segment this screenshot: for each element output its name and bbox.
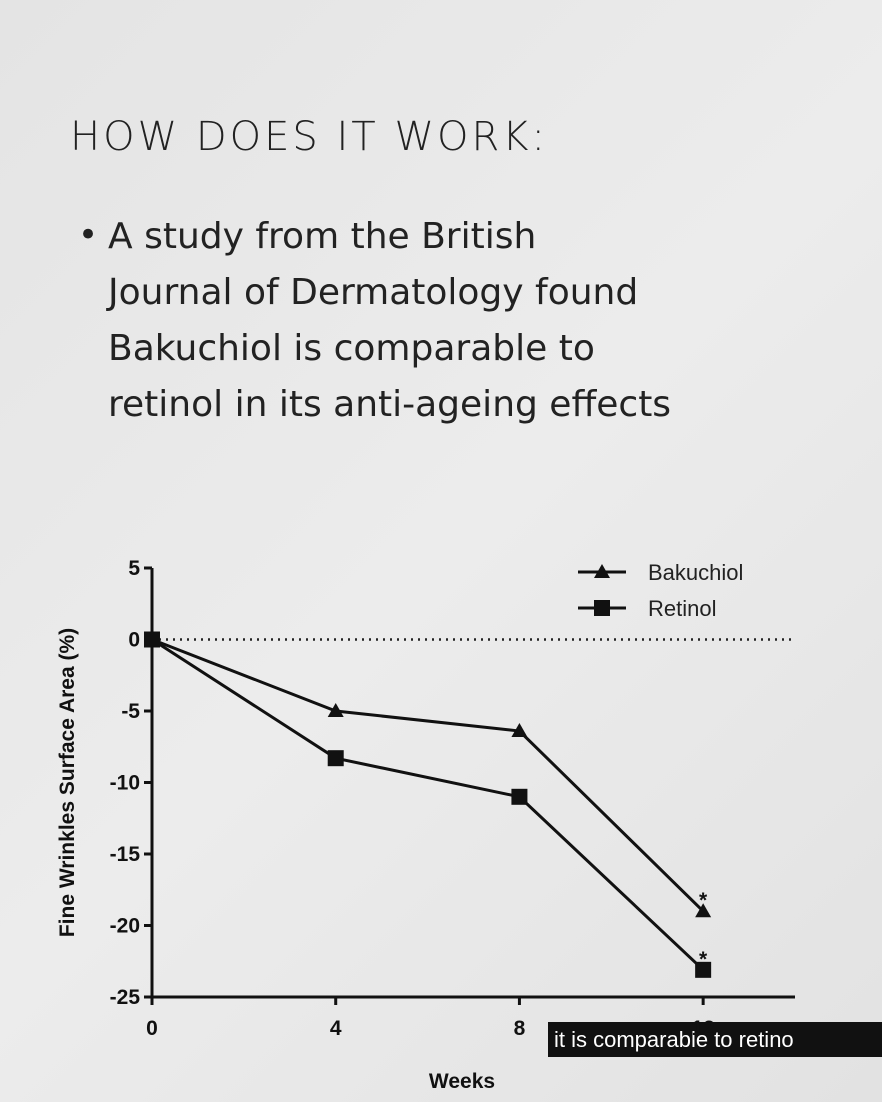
series-line (151, 638, 705, 913)
caption-box (548, 1022, 882, 1057)
x-tick-label: 8 (514, 1017, 526, 1040)
y-tick-label: -5 (121, 700, 140, 723)
x-tick-label: 0 (146, 1017, 158, 1040)
data-point (511, 788, 528, 805)
y-tick-label: -20 (110, 915, 140, 938)
annotation: * (699, 889, 708, 912)
x-axis-label: Weeks (429, 1070, 495, 1093)
legend-marker (594, 564, 610, 578)
data-point (144, 631, 160, 648)
series-line (151, 638, 705, 971)
y-tick-label: -10 (110, 772, 140, 795)
data-point (327, 703, 344, 717)
data-point (327, 750, 344, 767)
caption: it is comparable to retino (554, 1027, 794, 1052)
data-point (695, 903, 712, 918)
x-tick-label: 12 (691, 1017, 714, 1040)
legend-label: Retinol (648, 596, 716, 621)
bullet-line: Journal of Dermatology found (106, 272, 638, 313)
legend-label: Bakuchiol (648, 560, 743, 585)
data-point (695, 961, 712, 978)
slide-title: HOW DOES IT WORK: (70, 114, 548, 160)
bullet-line: A study from the British (108, 216, 536, 257)
y-tick-label: -15 (110, 843, 141, 866)
x-tick-label: 4 (330, 1017, 342, 1040)
y-tick-label: 5 (128, 557, 140, 580)
data-point (511, 723, 528, 738)
legend-marker (594, 600, 610, 616)
y-axis-label: Fine Wrinkles Surface Area (%) (56, 628, 79, 937)
annotation: * (699, 948, 708, 971)
bullet-line: retinol in its anti-ageing effects (108, 384, 671, 425)
y-tick-label: 0 (128, 629, 140, 652)
y-tick-label: -25 (110, 986, 141, 1009)
bullet-line: Bakuchiol is comparable to (108, 328, 595, 369)
bullet-dot: • (78, 215, 98, 255)
